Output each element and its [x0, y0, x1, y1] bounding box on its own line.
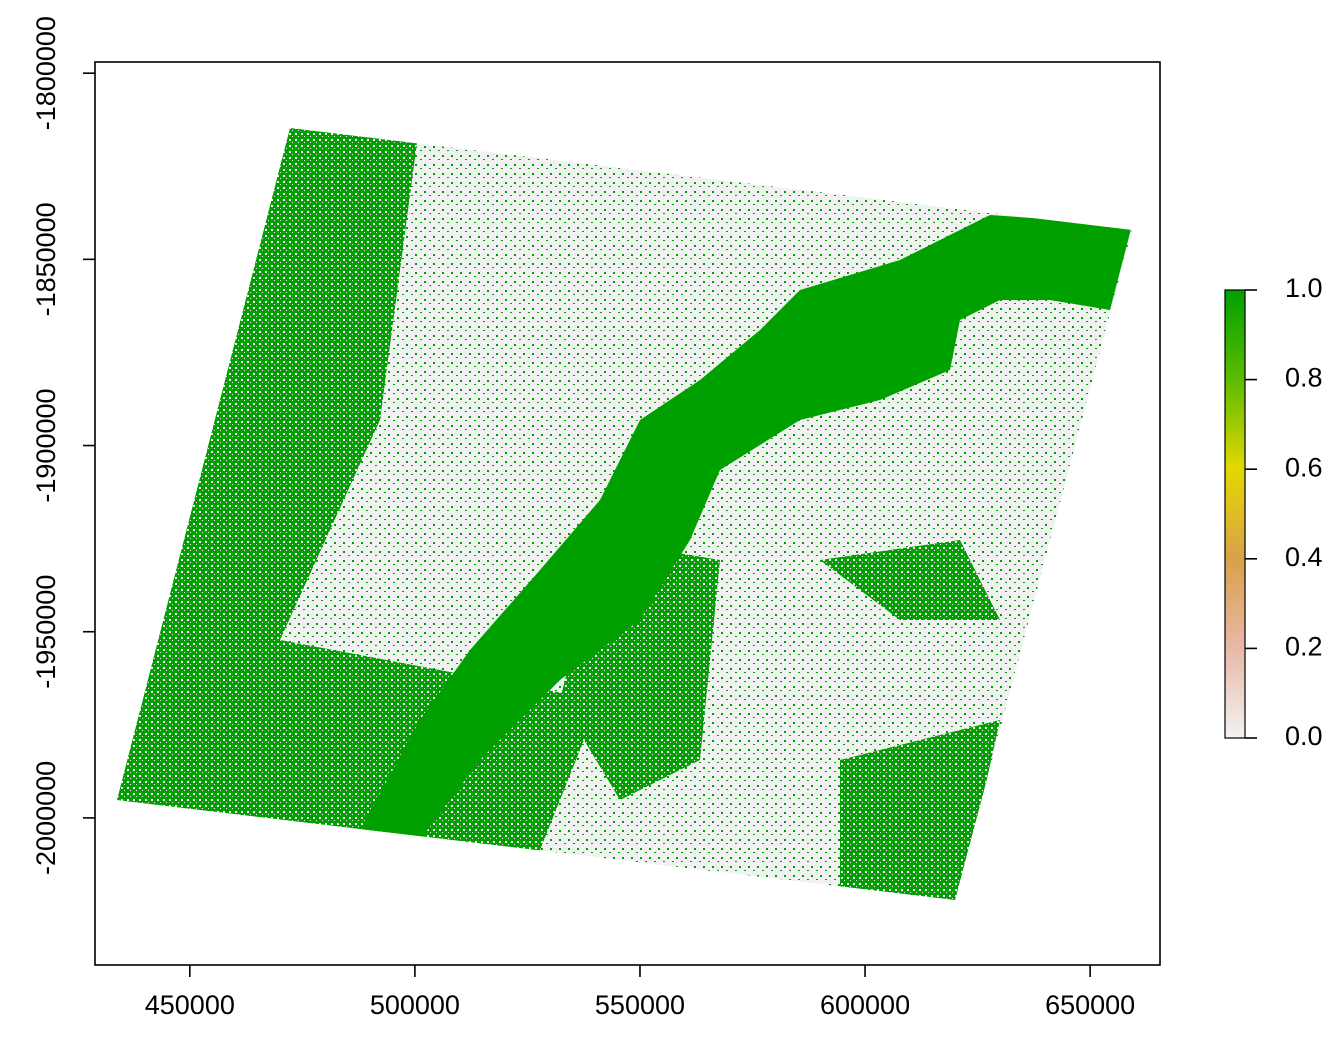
- colorbar-tick-label: 0.6: [1285, 452, 1323, 482]
- colorbar-tick-label: 0.4: [1285, 542, 1323, 572]
- raster-dense-patch: [820, 540, 1000, 620]
- x-tick-label: 650000: [1045, 990, 1135, 1020]
- x-tick-label: 550000: [595, 990, 685, 1020]
- y-tick-label: -1950000: [31, 575, 61, 689]
- y-tick-label: -2000000: [31, 761, 61, 875]
- y-tick-label: -1800000: [31, 16, 61, 130]
- colorbar-tick-label: 0.2: [1285, 632, 1323, 662]
- x-tick-label: 450000: [145, 990, 235, 1020]
- raster-river: [360, 215, 1132, 840]
- colorbar-tick-label: 0.8: [1285, 363, 1323, 393]
- y-tick-label: -1900000: [31, 388, 61, 502]
- x-tick-label: 500000: [370, 990, 460, 1020]
- y-tick-label: -1850000: [31, 202, 61, 316]
- colorbar-tick-label: 1.0: [1285, 273, 1323, 303]
- raster-dense-patch: [840, 720, 1000, 900]
- plot-frame: [94, 61, 1161, 966]
- x-tick-label: 600000: [820, 990, 910, 1020]
- colorbar: [1224, 289, 1246, 739]
- raster-image: [117, 128, 1132, 900]
- colorbar-tick-label: 0.0: [1285, 721, 1323, 751]
